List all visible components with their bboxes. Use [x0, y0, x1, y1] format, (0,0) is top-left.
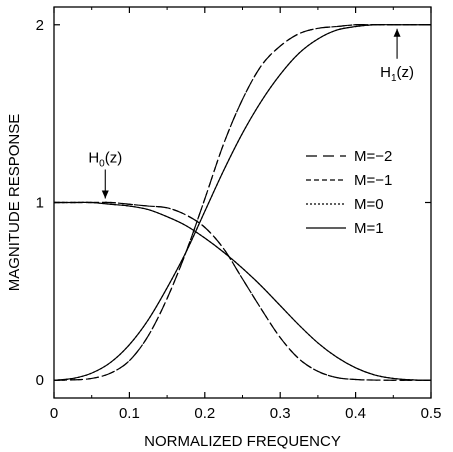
- x-tick-label: 0.5: [421, 405, 442, 422]
- series-line-4-h1: [53, 24, 431, 381]
- x-tick-label: 0.3: [270, 405, 291, 422]
- y-tick-label: 1: [36, 195, 44, 212]
- x-tick-label: 0: [50, 405, 58, 422]
- annotation-label-h1: H1(z): [380, 64, 414, 84]
- annotation-arrowhead: [101, 190, 109, 199]
- annotation-arrowhead: [393, 28, 401, 37]
- series-lines-group: [53, 24, 432, 381]
- legend-label: M=0: [354, 196, 384, 213]
- x-tick-label: 0.2: [194, 405, 215, 422]
- y-axis-title: MAGNITUDE RESPONSE: [6, 114, 23, 292]
- legend-label: M=1: [354, 220, 384, 237]
- legend-label: M=−2: [354, 148, 392, 165]
- y-tick-label: 2: [36, 17, 44, 34]
- series-line-4-h0: [54, 201, 432, 381]
- ticks-group: 0 0.1 0.2 0.3 0.4 0.5 0 1 2: [36, 7, 442, 422]
- legend-label: M=−1: [354, 172, 392, 189]
- series-line-1-h1: [53, 24, 431, 381]
- annotation-label-h0: H0(z): [88, 150, 122, 170]
- legend: M=−2 M=−1 M=0 M=1: [306, 148, 392, 237]
- x-tick-label: 0.1: [119, 405, 140, 422]
- x-tick-label: 0.4: [345, 405, 366, 422]
- series-line-2-h0: [54, 201, 431, 381]
- annotations-group: H0(z) H1(z): [88, 28, 414, 199]
- x-axis-title: NORMALIZED FREQUENCY: [144, 433, 341, 450]
- y-tick-label: 0: [36, 372, 44, 389]
